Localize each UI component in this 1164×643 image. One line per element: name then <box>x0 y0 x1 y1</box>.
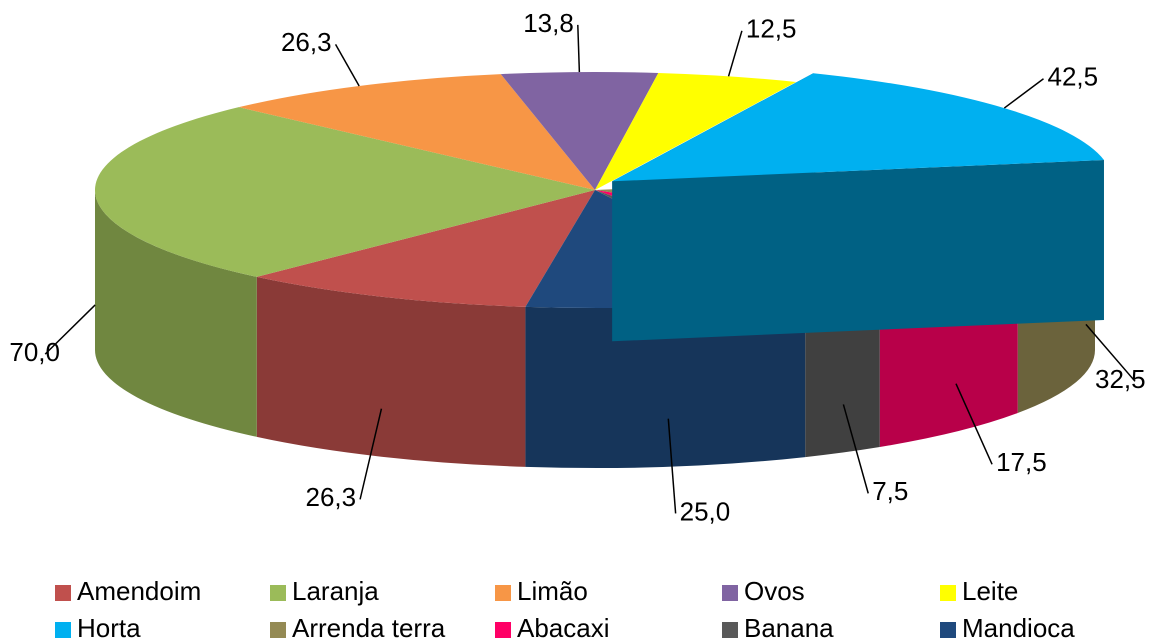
data-label: 17,5 <box>996 447 1047 477</box>
leader-line <box>842 404 869 494</box>
legend-item: Mandioca <box>940 613 1075 643</box>
legend-item: Laranja <box>270 576 379 606</box>
legend-label: Limão <box>517 576 588 606</box>
data-label: 42,5 <box>1047 62 1098 92</box>
legend-item: Banana <box>722 613 834 643</box>
legend-label: Leite <box>962 576 1018 606</box>
legend-swatch <box>55 585 71 601</box>
legend-swatch <box>722 622 738 638</box>
leader-line <box>1085 323 1136 382</box>
legend-label: Horta <box>77 613 141 643</box>
leader-line <box>1003 78 1044 109</box>
leader-line <box>359 408 383 500</box>
legend-label: Arrenda terra <box>292 613 446 643</box>
legend-swatch <box>722 585 738 601</box>
legend-label: Ovos <box>744 576 805 606</box>
leader-line <box>667 418 677 514</box>
legend-swatch <box>495 622 511 638</box>
legend-swatch <box>940 622 956 638</box>
leader-line <box>727 30 743 77</box>
legend-label: Banana <box>744 613 834 643</box>
data-label: 13,8 <box>523 8 574 38</box>
slice-side <box>525 297 806 468</box>
data-label: 70,0 <box>9 337 60 367</box>
legend-label: Laranja <box>292 576 379 606</box>
legend-item: Leite <box>940 576 1018 606</box>
slice <box>612 73 1104 182</box>
legend-label: Abacaxi <box>517 613 610 643</box>
legend-label: Amendoim <box>77 576 201 606</box>
slice <box>95 107 595 277</box>
slice-side <box>256 276 526 467</box>
slice <box>595 72 797 190</box>
legend-item: Ovos <box>722 576 805 606</box>
legend-swatch <box>270 585 286 601</box>
legend-item: Horta <box>55 613 141 643</box>
legend-item: Limão <box>495 576 588 606</box>
legend-label: Mandioca <box>962 613 1075 643</box>
legend-swatch <box>940 585 956 601</box>
slice-side <box>95 190 257 437</box>
legend-swatch <box>495 585 511 601</box>
legend-item: Amendoim <box>55 576 201 606</box>
data-label: 26,3 <box>305 482 356 512</box>
legend-item: Arrenda terra <box>270 613 446 643</box>
slice <box>500 72 659 190</box>
slice <box>238 74 595 190</box>
data-label: 7,5 <box>872 476 908 506</box>
leader-line <box>577 24 581 73</box>
leader-line <box>955 383 993 465</box>
data-label: 12,5 <box>746 14 797 44</box>
data-label: 26,3 <box>281 27 332 57</box>
legend-swatch <box>55 622 71 638</box>
legend-swatch <box>270 622 286 638</box>
slice-cut <box>612 159 1104 342</box>
leader-line <box>334 43 360 87</box>
slice <box>256 190 595 307</box>
leader-line <box>44 304 96 355</box>
data-label: 32,5 <box>1095 364 1146 394</box>
legend-item: Abacaxi <box>495 613 610 643</box>
data-label: 25,0 <box>680 496 731 526</box>
